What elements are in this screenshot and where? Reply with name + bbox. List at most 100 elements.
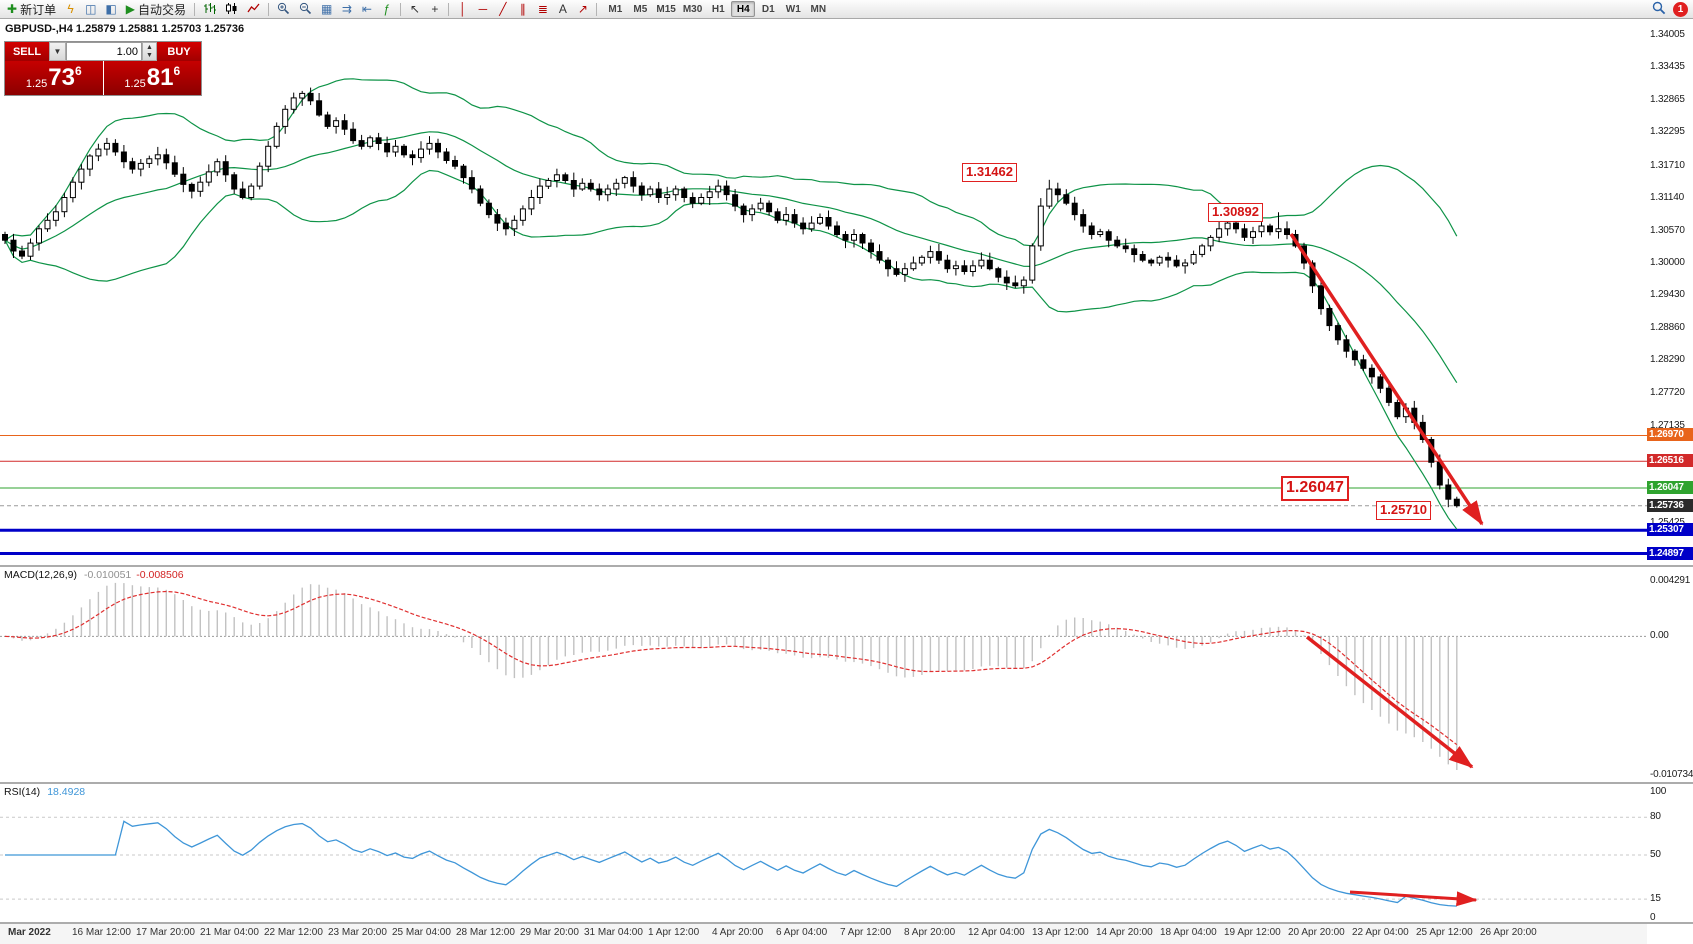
equidistant-channel-button[interactable]: ∥: [513, 1, 532, 18]
new-order-label: 新订单: [20, 2, 57, 17]
price-scale[interactable]: 1.34005 1.33435 1.32865 1.32295 1.31710 1.311…: [1647, 19, 1693, 944]
horizontal-line-icon: ─: [478, 2, 488, 16]
new-order-button[interactable]: ✚ 新订单: [3, 1, 60, 18]
rsi-scale-label: 80: [1650, 811, 1661, 823]
arrows-icon: ↗: [577, 2, 588, 16]
fibonacci-button[interactable]: ≣: [533, 1, 552, 18]
sell-button[interactable]: SELL: [5, 42, 49, 61]
timeframe-button-d1[interactable]: D1: [756, 1, 780, 17]
auto-scroll-button[interactable]: ⇉: [337, 1, 356, 18]
vertical-line-button[interactable]: │: [453, 1, 472, 18]
timeframe-button-m5[interactable]: M5: [628, 1, 652, 17]
price-tick: 1.25425: [1650, 517, 1685, 528]
text-button[interactable]: A: [553, 1, 572, 18]
macd-header: MACD(12,26,9) -0.010051 -0.008506: [4, 569, 184, 581]
buy-button[interactable]: BUY: [157, 42, 201, 61]
timeframe-button-h1[interactable]: H1: [706, 1, 730, 17]
panel-divider[interactable]: [0, 565, 1693, 567]
timeframe-toolbar: M1 M5 M15 M30 H1 H4 D1 W1 MN: [603, 1, 830, 17]
indicators-button[interactable]: ƒ: [377, 1, 396, 18]
macd-scale-label: 0.004291: [1650, 575, 1691, 586]
time-axis-label: 26 Apr 20:00: [1480, 927, 1537, 938]
rsi-canvas[interactable]: [0, 784, 1647, 922]
volume-input[interactable]: [66, 42, 142, 61]
main-toolbar: ✚ 新订单 ϟ ◫ ◧ ▶ 自动交易 ▦ ⇉ ⇤ ƒ ↖ + │ ─ ╱ ∥ ≣ A ↗ M1 M5 M15 M3…: [0, 0, 1693, 19]
candlestick-chart-button[interactable]: [221, 1, 242, 18]
macd-panel[interactable]: MACD(12,26,9) -0.010051 -0.008506: [0, 567, 1648, 782]
toolbar-chart-tools: ▦ ⇉ ⇤ ƒ ↖ + │ ─ ╱ ∥ ≣ A ↗: [199, 1, 592, 18]
volume-dropdown-button[interactable]: ▼: [49, 42, 66, 61]
time-axis-label: 29 Mar 20:00: [520, 927, 579, 938]
price-tick: 1.28860: [1650, 321, 1685, 333]
price-tick: 1.31140: [1650, 192, 1685, 204]
current-price-tag: 1.25736: [1647, 498, 1693, 512]
macd-canvas[interactable]: [0, 567, 1647, 782]
rsi-panel[interactable]: RSI(14) 18.4928: [0, 784, 1648, 922]
price-chart-canvas[interactable]: [0, 19, 1647, 565]
timeframe-button-h4[interactable]: H4: [731, 1, 756, 17]
price-annotation: 1.30892: [1208, 203, 1263, 222]
arrows-button[interactable]: ↗: [573, 1, 592, 18]
timeframe-button-m1[interactable]: M1: [603, 1, 627, 17]
price-annotation: 1.26047: [1281, 476, 1349, 501]
chart-shift-icon: ⇤: [361, 2, 372, 16]
trendline-button[interactable]: ╱: [493, 1, 512, 18]
volume-up-icon[interactable]: ▲: [146, 43, 153, 51]
time-axis-label: 22 Apr 04:00: [1352, 927, 1409, 938]
price-tick: 1.27135: [1650, 420, 1685, 432]
volume-stepper[interactable]: ▲ ▼: [142, 42, 157, 61]
panel-divider[interactable]: [0, 782, 1693, 784]
autotrading-label: 自动交易: [138, 2, 187, 17]
buy-price-big: 81: [146, 64, 174, 91]
market-watch-icon: ◫: [85, 2, 97, 16]
timeframe-button-w1[interactable]: W1: [781, 1, 805, 17]
autotrading-button[interactable]: ▶ 自动交易: [122, 1, 190, 18]
toolbar-left-icons: ϟ ◫ ◧: [61, 1, 121, 18]
toolbar-separator: [448, 2, 450, 16]
time-axis-label: 21 Mar 04:00: [200, 927, 259, 938]
time-axis-label: 8 Apr 20:00: [904, 927, 956, 938]
rsi-scale-label: 50: [1650, 849, 1661, 860]
bar-chart-icon: [203, 2, 217, 17]
timeframe-button-m15[interactable]: M15: [653, 1, 678, 17]
timeframe-button-mn[interactable]: MN: [806, 1, 830, 17]
cursor-button[interactable]: ↖: [405, 1, 424, 18]
timeframe-button-m30[interactable]: M30: [680, 1, 705, 17]
time-axis-label: 28 Mar 12:00: [456, 927, 515, 938]
time-axis-label: 17 Mar 20:00: [136, 927, 195, 938]
macd-name: MACD(12,26,9): [4, 569, 77, 581]
time-axis-label: 23 Mar 20:00: [328, 927, 387, 938]
time-axis-label: 31 Mar 04:00: [584, 927, 643, 938]
macd-scale-label: -0.010734: [1650, 769, 1693, 780]
price-tick: 1.28290: [1650, 354, 1685, 366]
price-level-tag: 1.25307: [1647, 523, 1693, 537]
crosshair-button[interactable]: +: [425, 1, 444, 18]
lightning-button[interactable]: ϟ: [61, 1, 80, 18]
new-order-icon: ✚: [7, 2, 18, 16]
buy-price-button[interactable]: 1.25 81 6: [103, 61, 201, 95]
volume-down-icon[interactable]: ▼: [146, 52, 153, 60]
chart-shift-button[interactable]: ⇤: [357, 1, 376, 18]
price-tick: 1.32295: [1650, 126, 1685, 138]
time-axis-label: 6 Apr 04:00: [776, 927, 828, 938]
horizontal-line-button[interactable]: ─: [473, 1, 492, 18]
zoom-in-button[interactable]: [273, 1, 294, 18]
rsi-scale-label: 15: [1650, 893, 1661, 905]
price-tick: 1.30000: [1650, 256, 1685, 268]
navigator-icon: ◧: [105, 2, 117, 16]
sell-price-button[interactable]: 1.25 73 6: [5, 61, 103, 95]
navigator-button[interactable]: ◧: [101, 1, 120, 18]
buy-price-prefix: 1.25: [124, 78, 146, 90]
line-chart-button[interactable]: [243, 1, 264, 18]
market-watch-button[interactable]: ◫: [81, 1, 100, 18]
bar-chart-button[interactable]: [199, 1, 220, 18]
panel-divider[interactable]: [0, 922, 1693, 924]
zoom-out-button[interactable]: [295, 1, 316, 18]
search-button[interactable]: [1648, 1, 1670, 18]
notification-badge[interactable]: 1: [1673, 1, 1688, 17]
buy-price-sup: 6: [173, 64, 181, 78]
price-chart-panel[interactable]: GBPUSD-,H4 1.25879 1.25881 1.25703 1.257…: [0, 19, 1648, 565]
price-tick: 1.29430: [1650, 289, 1685, 301]
tile-windows-button[interactable]: ▦: [317, 1, 336, 18]
rsi-header: RSI(14) 18.4928: [4, 786, 85, 798]
